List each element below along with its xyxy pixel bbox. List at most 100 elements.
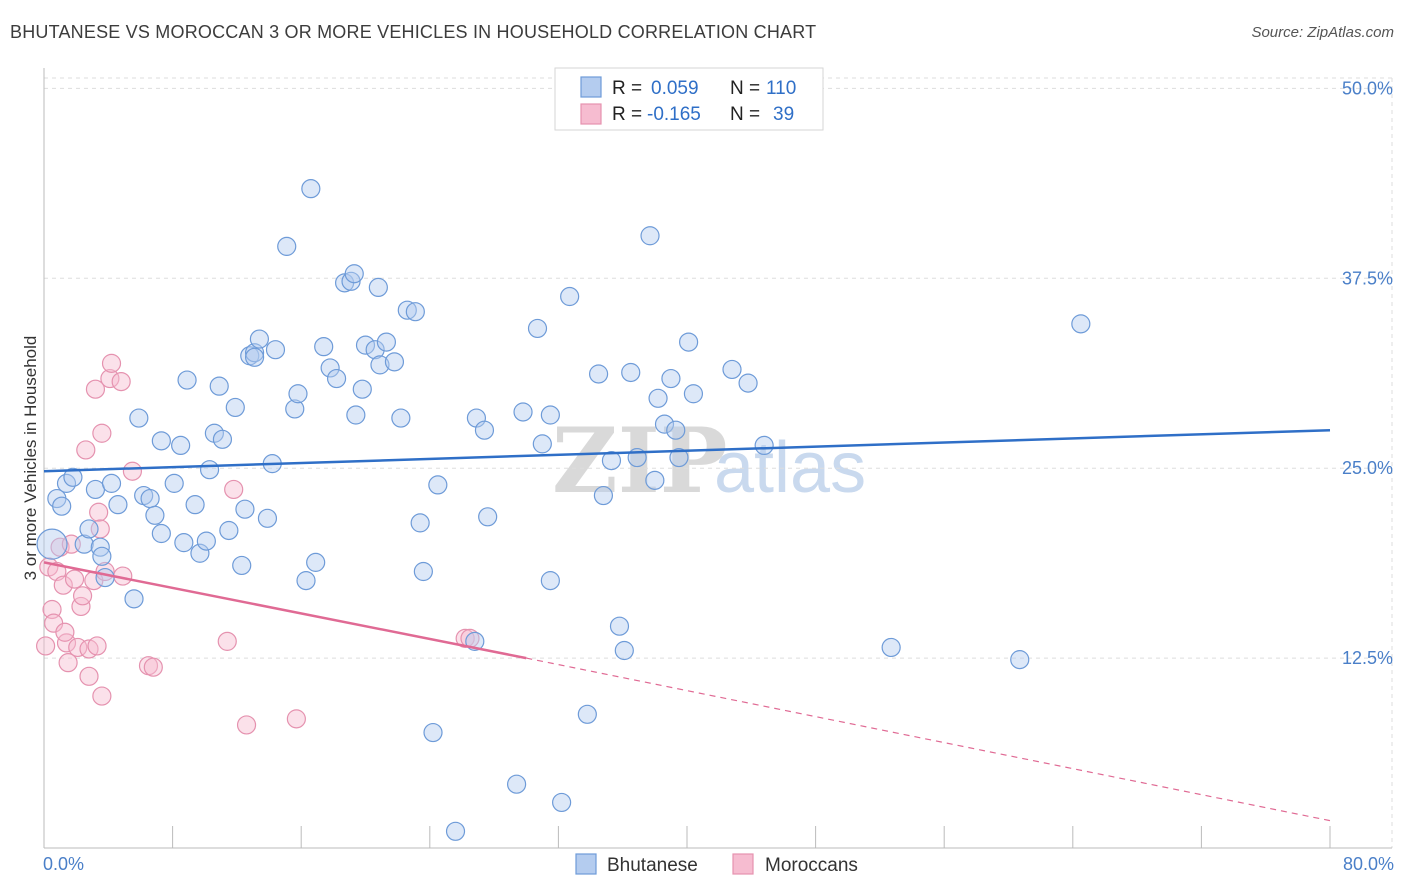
- trend-lines: [43, 428, 1331, 822]
- bhutanese-point-5: [74, 534, 94, 554]
- bhutanese-point-18: [151, 523, 171, 544]
- bottom-swatch-moroccans: [732, 853, 754, 875]
- bhutanese-point-97: [683, 384, 704, 404]
- bhutanese-point-58: [370, 355, 390, 375]
- bhutanese-point-16: [140, 488, 160, 509]
- bhutanese-point-27: [199, 460, 220, 480]
- moroccans-point-2: [42, 599, 62, 620]
- bhutanese-point-12: [108, 495, 128, 515]
- bhutanese-point-44: [288, 384, 308, 404]
- x-tick-min: 0.0%: [43, 854, 84, 874]
- moroccans-point-20: [87, 636, 107, 656]
- bhutanese-point-84: [593, 485, 614, 506]
- legend-r-label-1: R =: [612, 78, 642, 99]
- bhutanese-point-45: [296, 571, 316, 591]
- bhutanese-point-20: [164, 473, 184, 493]
- bhutanese-point-79: [540, 571, 560, 591]
- watermark-zip: ZIP: [552, 408, 727, 514]
- bhutanese-point-61: [384, 352, 405, 372]
- bhutanese-point-90: [640, 226, 660, 246]
- bhutanese-point-65: [410, 513, 430, 533]
- legend-n-label-1: N =: [730, 78, 760, 99]
- bhutanese-point-57: [365, 340, 385, 360]
- bhutanese-point-73: [478, 507, 498, 527]
- moroccans-point-14: [72, 586, 93, 606]
- moroccans-point-35: [236, 715, 257, 735]
- bhutanese-point-26: [196, 531, 216, 551]
- bhutanese-point-34: [235, 499, 255, 519]
- bhutanese-point-94: [661, 368, 681, 389]
- moroccans-point-24: [92, 686, 112, 706]
- bottom-legend-bhutanese: Bhutanese: [607, 855, 698, 876]
- bottom-swatch-bhutanese: [575, 853, 597, 875]
- bhutanese-point-81: [560, 286, 580, 307]
- moroccans-point-32: [143, 657, 163, 677]
- bhutanese-point-55: [352, 379, 372, 399]
- bhutanese-point-48: [314, 337, 334, 357]
- bhutanese-point-43: [285, 399, 305, 419]
- moroccans-point-6: [53, 575, 73, 595]
- bhutanese-point-99: [722, 359, 742, 380]
- moroccans-point-27: [101, 353, 122, 373]
- legend-r-value-1: 0.059: [651, 78, 699, 99]
- bhutanese-point-33: [232, 555, 252, 576]
- bhutanese-point-80: [552, 792, 572, 813]
- moroccans-point-9: [58, 653, 78, 673]
- y-tick-label-2: 37.5%: [1342, 268, 1393, 288]
- bhutanese-point-62: [391, 408, 411, 428]
- bhutanese-point-98: [679, 332, 699, 352]
- bhutanese-point-32: [225, 397, 245, 418]
- bhutanese-point-21: [171, 435, 191, 456]
- bhutanese-point-46: [301, 179, 321, 199]
- y-tick-label-1: 25.0%: [1342, 458, 1393, 478]
- bhutanese-point-104: [1071, 314, 1091, 334]
- moroccans-point-26: [100, 368, 120, 389]
- bhutanese-point-66: [413, 561, 433, 582]
- bhutanese-point-6: [79, 519, 99, 539]
- bhutanese-point-0: [36, 528, 68, 560]
- bhutanese-point-41: [257, 508, 278, 528]
- moroccans-point-23: [92, 423, 112, 443]
- bhutanese-point-10: [95, 567, 115, 588]
- moroccans-point-36: [286, 709, 306, 729]
- bhutanese-point-83: [588, 364, 609, 384]
- bhutanese-point-17: [145, 505, 165, 525]
- moroccans-point-11: [64, 569, 85, 589]
- bhutanese-point-68: [428, 475, 448, 495]
- bhutanese-point-38: [244, 347, 265, 367]
- bhutanese-point-22: [174, 533, 194, 553]
- bhutanese-point-24: [185, 495, 205, 515]
- bhutanese-point-49: [320, 358, 340, 378]
- bhutanese-point-14: [129, 408, 149, 428]
- bhutanese-point-77: [532, 434, 552, 454]
- bhutanese-point-19: [151, 431, 171, 451]
- bhutanese-point-85: [601, 450, 622, 471]
- moroccans-trend-line: [43, 561, 527, 660]
- bhutanese-point-102: [881, 637, 901, 658]
- correlation-legend: R = 0.059 N = 110 R = -0.165 N = 39: [554, 67, 824, 131]
- bhutanese-point-23: [177, 370, 197, 390]
- bhutanese-point-60: [376, 332, 396, 352]
- bhutanese-point-42: [277, 236, 297, 256]
- moroccans-point-21: [89, 502, 109, 522]
- bhutanese-point-64: [405, 302, 425, 322]
- moroccans-point-15: [76, 440, 96, 460]
- bhutanese-point-37: [249, 329, 270, 349]
- bhutanese-point-56: [355, 335, 376, 355]
- bhutanese-point-87: [614, 640, 634, 661]
- bhutanese-point-2: [52, 496, 72, 516]
- chart-title: BHUTANESE VS MOROCCAN 3 OR MORE VEHICLES…: [10, 22, 817, 42]
- bhutanese-point-53: [344, 264, 364, 284]
- bhutanese-point-4: [63, 467, 83, 487]
- bhutanese-point-88: [621, 362, 641, 383]
- legend-n-value-1: 110: [766, 78, 796, 99]
- moroccans-point-0: [36, 636, 56, 656]
- moroccans-point-33: [217, 631, 237, 651]
- bhutanese-point-100: [738, 373, 758, 393]
- legend-swatch-moroccans: [580, 103, 602, 125]
- bhutanese-point-78: [540, 405, 560, 425]
- bhutanese-point-29: [209, 376, 229, 396]
- bhutanese-point-9: [92, 546, 112, 566]
- series-legend: Bhutanese Moroccans: [575, 853, 858, 876]
